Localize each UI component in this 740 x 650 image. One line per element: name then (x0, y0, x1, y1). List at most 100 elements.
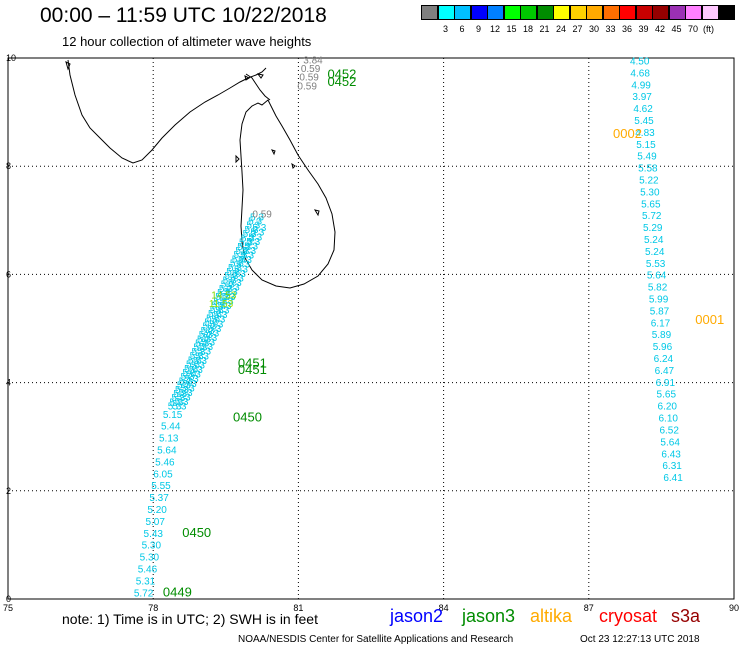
dense-track-mark: 5.3 (226, 283, 240, 294)
dense-track-mark: 5.3 (238, 255, 252, 266)
wave-height-label: 5.13 (159, 434, 179, 445)
wave-height-label: 5.29 (643, 223, 663, 234)
wave-height-label: 5.07 (145, 517, 165, 528)
dense-track-mark: 5.3 (191, 360, 205, 371)
dense-track-mark: 5.3 (216, 306, 230, 317)
dense-track-mark: 5.3 (242, 246, 256, 257)
dense-track-mark: 5.3 (187, 370, 201, 381)
dense-track-mark: 5.3 (230, 259, 244, 270)
dense-track-mark: 5.3 (197, 334, 211, 345)
dense-track-mark: 5.3 (221, 280, 235, 291)
wave-height-label: 5.55 (151, 481, 171, 492)
wave-height-label: 0.59 (252, 210, 272, 221)
pass-number-label: 0452 (327, 67, 356, 82)
colorbar-label: 30 (588, 24, 599, 34)
dense-track-mark: 5.3 (230, 273, 244, 284)
dense-track-mark: 5.3 (209, 319, 223, 330)
sri-lanka-coastline (239, 99, 336, 289)
wave-height-label: 11.53 (209, 299, 234, 310)
jaffna-islet-1 (244, 75, 250, 81)
colorbar-label: 24 (555, 24, 566, 34)
dense-track-mark: 5.3 (179, 388, 193, 399)
pass-number-label: 0450 (233, 410, 262, 425)
y-tick-label: 6 (6, 269, 11, 279)
legend-cryosat: cryosat (599, 606, 658, 626)
wave-height-label: 5.31 (136, 576, 156, 587)
pass-number-label: 0450 (182, 525, 211, 540)
dense-track-mark: 5.3 (181, 372, 195, 383)
wave-height-label: 6.10 (658, 414, 678, 425)
dense-track-mark: 5.3 (173, 402, 187, 413)
wave-height-label: 5.15 (163, 410, 183, 421)
x-tick-label: 81 (293, 603, 303, 613)
x-tick-label: 78 (148, 603, 158, 613)
x-tick-label: 84 (439, 603, 449, 613)
colorbar-unit: (ft) (703, 24, 714, 34)
dense-track-mark: 5.3 (246, 221, 260, 232)
dense-track-mark: 5.3 (205, 328, 219, 339)
dense-track-mark: 5.3 (243, 229, 257, 240)
dense-track-mark: 5.3 (210, 305, 224, 316)
wave-height-label: 6.91 (656, 378, 676, 389)
wave-height-label: 5.64 (157, 445, 177, 456)
dense-track-mark: 5.3 (246, 237, 260, 248)
islet-lake-2 (313, 209, 320, 217)
dense-track-mark: 5.3 (206, 313, 220, 324)
pass-number-label: 0001 (695, 312, 724, 327)
dense-track-mark: 5.3 (228, 278, 242, 289)
y-tick-label: 10 (6, 53, 16, 63)
colorbar-swatch (718, 5, 735, 20)
y-tick-label: 2 (6, 486, 11, 496)
wave-height-label: 6.20 (658, 402, 678, 413)
legend-jason3: jason3 (462, 606, 516, 626)
dense-track-mark: 5.3 (220, 296, 234, 307)
dense-track-mark: 5.3 (232, 254, 246, 265)
dense-track-mark: 5.3 (201, 326, 215, 337)
colorbar-label: 3 (442, 24, 448, 34)
dense-track-mark: 5.3 (203, 333, 217, 344)
legend-altika: altika (530, 606, 573, 626)
wave-height-label: 4.62 (633, 104, 653, 115)
dense-track-mark: 5.3 (244, 241, 258, 252)
dense-track-mark: 5.3 (168, 402, 182, 413)
dense-track-mark: 5.3 (212, 301, 226, 312)
islet-east (291, 162, 296, 169)
wave-height-label: 0.59 (297, 81, 317, 92)
dense-track-mark: 5.3 (219, 284, 233, 295)
legend-s3a: s3a (671, 606, 701, 626)
dense-track-mark: 5.3 (202, 322, 216, 333)
wave-height-label: 5.82 (648, 283, 668, 294)
dense-track-mark: 5.3 (175, 385, 189, 396)
wave-height-label: 5.45 (634, 116, 654, 127)
wave-height-label: 4.68 (630, 68, 650, 79)
dense-track-mark: 5.3 (237, 242, 251, 253)
dense-track-mark: 5.3 (183, 379, 197, 390)
wave-height-label: 5.65 (657, 390, 677, 401)
wave-height-label: 4.99 (631, 80, 651, 91)
dense-track-mark: 5.3 (182, 368, 196, 379)
dense-track-mark: 5.3 (186, 360, 200, 371)
dense-track-mark: 5.3 (213, 296, 227, 307)
wave-height-label: 5.30 (142, 541, 162, 552)
wave-height-label: 5.64 (647, 271, 667, 282)
wave-height-label: 5.24 (645, 247, 665, 258)
dense-track-mark: 5.3 (224, 287, 238, 298)
wave-height-label: 5.99 (649, 295, 669, 306)
colorbar-label: 18 (522, 24, 533, 34)
dense-track-mark: 5.3 (217, 288, 231, 299)
colorbar-label: 6 (459, 24, 465, 34)
dense-track-mark: 5.3 (199, 342, 213, 353)
wave-height-label: 5.24 (644, 235, 664, 246)
generated-timestamp: Oct 23 12:27:13 UTC 2018 (580, 634, 700, 645)
wave-height-label: 5.87 (650, 306, 670, 317)
page-title: 00:00 – 11:59 UTC 10/22/2018 (40, 4, 327, 27)
wave-height-label: 6.24 (654, 354, 674, 365)
wave-height-label: 5.15 (636, 140, 656, 151)
dense-track-mark: 5.3 (218, 301, 232, 312)
wave-height-label: 6.31 (662, 461, 682, 472)
x-tick-label: 75 (3, 603, 13, 613)
dense-track-mark: 5.3 (226, 267, 240, 278)
wave-height-label: 6.05 (153, 469, 173, 480)
dense-track-mark: 5.3 (215, 292, 229, 303)
dense-track-mark: 5.3 (236, 260, 250, 271)
